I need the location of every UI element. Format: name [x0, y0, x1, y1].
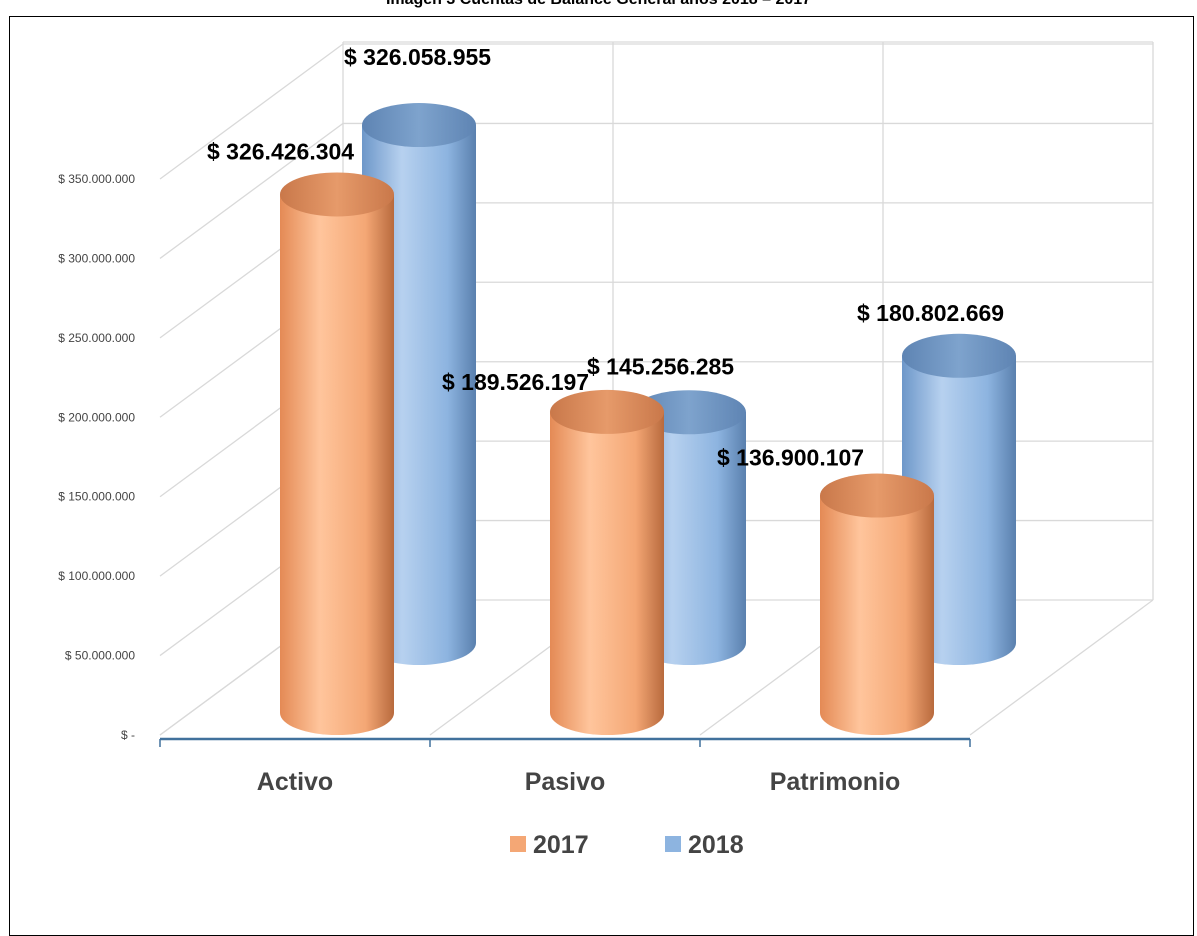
- cylinder-body: [820, 495, 934, 735]
- data-label-2017-patrimonio: $ 136.900.107: [717, 445, 864, 471]
- cylinder-top: [820, 473, 934, 518]
- data-label-2018-activo: $ 326.058.955: [344, 44, 491, 70]
- y-tick-label: $ -: [121, 728, 135, 742]
- cylinder-top: [550, 389, 664, 434]
- cylinder-bar-chart: $ - $ 50.000.000 $ 100.000.000 $ 150.000.00…: [58, 41, 1154, 859]
- data-label-2017-activo: $ 326.426.304: [207, 138, 354, 164]
- cylinder-body: [280, 194, 394, 736]
- data-labels: $ 326.058.955 $ 145.256.285 $ 180.802.669 $…: [207, 44, 1004, 470]
- y-tick-label: $ 250.000.000: [58, 331, 135, 345]
- category-label: Pasivo: [525, 768, 606, 796]
- bar-2017-patrimonio: [820, 473, 934, 735]
- bars: [280, 103, 1016, 736]
- data-label-2018-pasivo: $ 145.256.285: [587, 353, 734, 379]
- y-tick-label: $ 200.000.000: [58, 410, 135, 424]
- y-tick-label: $ 50.000.000: [65, 649, 135, 663]
- y-tick-label: $ 300.000.000: [58, 251, 135, 265]
- cylinder-top: [280, 172, 394, 217]
- y-tick-label: $ 150.000.000: [58, 490, 135, 504]
- legend-swatch-2018: [665, 836, 681, 852]
- gridline-side: [159, 122, 344, 259]
- legend: 2017 2018: [510, 831, 744, 859]
- data-label-2017-pasivo: $ 189.526.197: [442, 369, 589, 395]
- floor-line: [969, 599, 1154, 736]
- x-axis-categories: Activo Pasivo Patrimonio: [257, 768, 900, 796]
- cylinder-top: [902, 333, 1016, 378]
- legend-swatch-2017: [510, 836, 526, 852]
- bar-2017-activo: [280, 172, 394, 736]
- gridline-side: [159, 43, 344, 180]
- y-tick-label: $ 350.000.000: [58, 172, 135, 186]
- category-label: Activo: [257, 768, 333, 796]
- y-axis-ticks: $ - $ 50.000.000 $ 100.000.000 $ 150.000.00…: [58, 172, 135, 742]
- bar-2017-pasivo: [550, 389, 664, 735]
- cylinder-top: [362, 103, 476, 148]
- cylinder-body: [550, 411, 664, 735]
- legend-label-2017: 2017: [533, 831, 589, 859]
- data-label-2018-patrimonio: $ 180.802.669: [857, 300, 1004, 326]
- y-tick-label: $ 100.000.000: [58, 569, 135, 583]
- chart-title: Imagen 3 Cuentas de Balance General años…: [0, 0, 1197, 9]
- legend-label-2018: 2018: [688, 831, 744, 859]
- category-label: Patrimonio: [770, 768, 901, 796]
